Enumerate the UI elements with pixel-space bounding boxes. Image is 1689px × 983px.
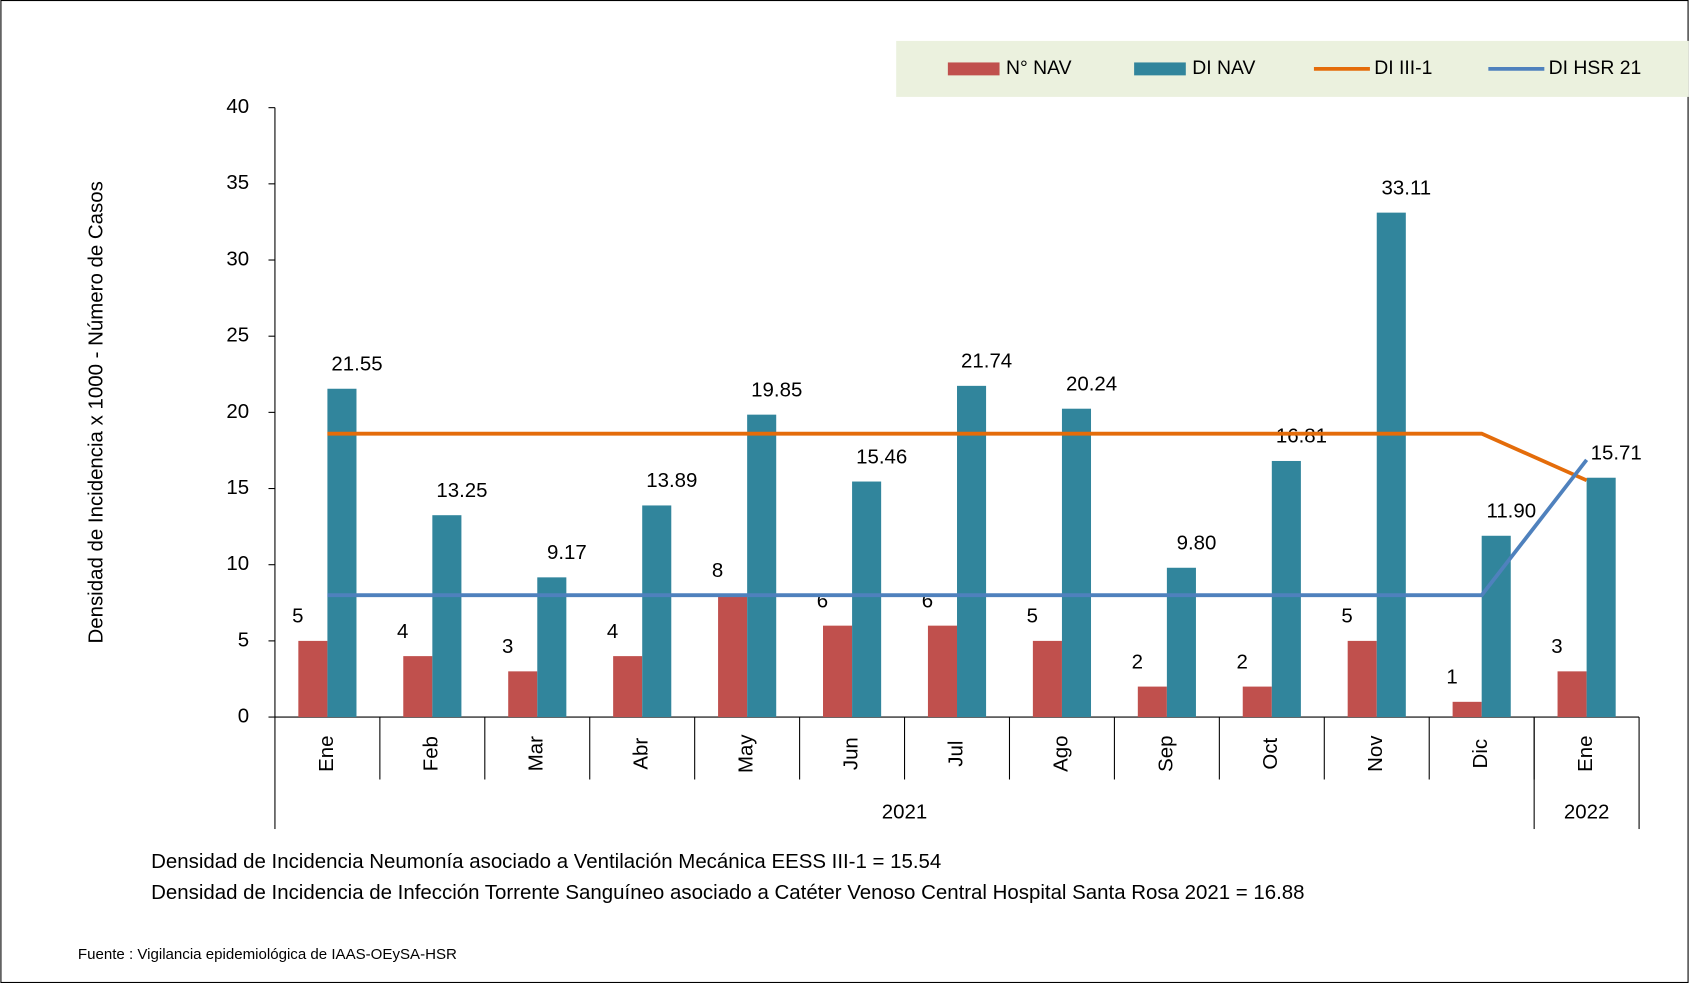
note: Densidad de Incidencia de Infección Torr… (151, 881, 1304, 904)
bar (1166, 567, 1196, 718)
legend-swatch (947, 62, 1000, 76)
data-label: 6 (817, 589, 828, 612)
y-tick-label: 40 (226, 95, 249, 118)
x-tick-label: Nov (1364, 735, 1387, 772)
x-tick-label: Mar (525, 736, 548, 771)
data-label: 21.55 (331, 352, 382, 375)
legend-label: DI HSR 21 (1549, 57, 1642, 79)
bar (1137, 686, 1167, 718)
bar (927, 625, 958, 718)
bar (432, 515, 462, 718)
x-tick-label: Sep (1154, 735, 1177, 771)
data-label: 13.25 (436, 479, 487, 502)
bar (1242, 686, 1272, 718)
data-label: 11.90 (1486, 499, 1536, 522)
bar (1452, 701, 1482, 718)
bar (1376, 212, 1406, 718)
y-tick-label: 30 (226, 247, 249, 270)
bar (327, 388, 357, 718)
data-label: 16.81 (1276, 425, 1327, 448)
x-tick-label: Oct (1259, 737, 1282, 769)
bar (823, 625, 853, 718)
data-label: 4 (397, 620, 408, 643)
data-label: 13.89 (646, 469, 697, 492)
bar (852, 481, 882, 718)
data-label: 3 (1551, 635, 1562, 658)
bar (1586, 477, 1616, 718)
x-tick-label: May (735, 734, 758, 773)
y-tick-label: 15 (226, 476, 249, 499)
bar (1032, 640, 1062, 718)
bar (957, 385, 987, 718)
y-tick-label: 5 (238, 628, 249, 651)
bar (508, 671, 538, 718)
x-tick-label: Jun (839, 737, 862, 770)
data-label: 9.80 (1177, 531, 1217, 554)
x-tick-label: Ene (315, 735, 338, 771)
bar (537, 577, 567, 718)
legend-label: N° NAV (1006, 57, 1072, 79)
bar (1557, 671, 1587, 718)
data-label: 2 (1132, 650, 1143, 673)
data-label: 20.24 (1066, 372, 1117, 395)
data-label: 6 (922, 589, 933, 612)
x-tick-label: Jul (944, 741, 967, 767)
legend-label: DI NAV (1192, 57, 1255, 79)
line-series (327, 431, 1588, 483)
bar (613, 656, 643, 718)
x-tick-label: Feb (420, 736, 443, 771)
data-label: 33.11 (1382, 176, 1432, 199)
group-label: 2021 (882, 800, 927, 823)
note: Densidad de Incidencia Neumonía asociado… (151, 850, 941, 873)
x-tick-label: Dic (1469, 739, 1492, 769)
group-label: 2022 (1564, 800, 1609, 823)
data-label: 15.46 (856, 445, 907, 468)
data-label: 9.17 (547, 541, 587, 564)
bar (1061, 408, 1092, 718)
bar (298, 640, 328, 718)
y-tick-label: 25 (226, 324, 249, 347)
x-tick-label: Ago (1049, 735, 1072, 771)
data-label: 3 (502, 635, 513, 658)
source: Fuente : Vigilancia epidemiológica de IA… (78, 946, 457, 963)
data-label: 5 (292, 605, 303, 628)
y-tick-label: 20 (226, 400, 249, 423)
data-label: 8 (712, 559, 723, 582)
y-tick-label: 35 (226, 171, 249, 194)
bar (403, 656, 433, 718)
legend-swatch (1134, 62, 1186, 76)
bar (1347, 640, 1377, 718)
data-label: 1 (1446, 666, 1457, 689)
data-label: 4 (607, 620, 618, 643)
legend-label: DI III-1 (1374, 57, 1432, 79)
data-label: 19.85 (751, 378, 802, 401)
data-label: 2 (1237, 650, 1248, 673)
bar (642, 505, 672, 718)
legend-box (896, 40, 1689, 97)
data-label: 21.74 (961, 350, 1012, 373)
data-label: 5 (1341, 605, 1352, 628)
data-label: 15.71 (1591, 441, 1642, 464)
x-tick-label: Ene (1574, 735, 1597, 771)
y-tick-label: 0 (238, 704, 249, 727)
bar (1271, 460, 1301, 718)
y-tick-label: 10 (226, 552, 249, 575)
data-label: 5 (1027, 605, 1038, 628)
bar (718, 595, 748, 718)
x-tick-label: Abr (630, 738, 653, 770)
bar (747, 414, 777, 718)
line-series (327, 458, 1589, 598)
y-axis-label: Densidad de Incidencia x 1000 - Número d… (85, 181, 108, 643)
